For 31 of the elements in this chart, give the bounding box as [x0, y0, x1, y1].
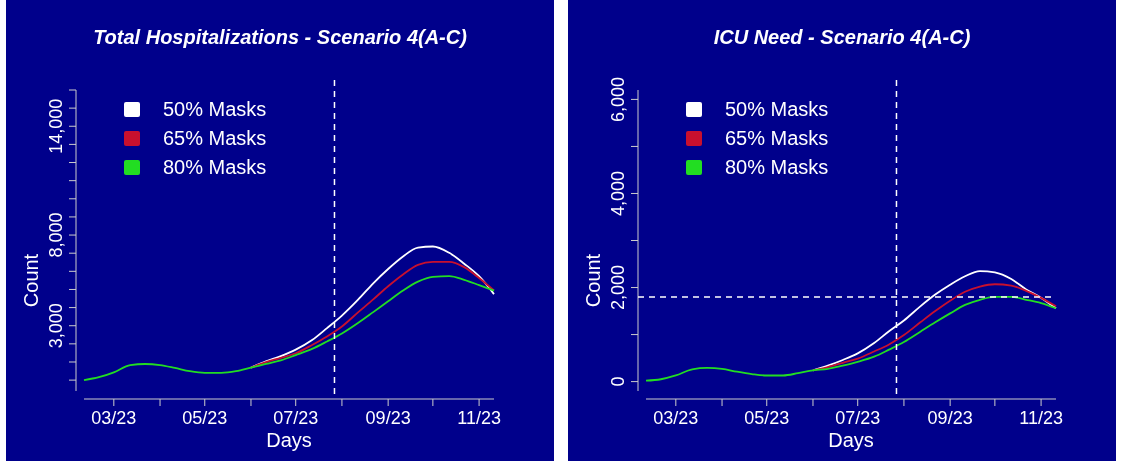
x-tick-label: 05/23: [182, 408, 228, 428]
legend-label: 80% Masks: [163, 156, 267, 178]
x-tick-label: 07/23: [273, 408, 319, 428]
y-tick-label: 0: [608, 376, 628, 387]
legend-label: 65% Masks: [163, 127, 267, 149]
x-tick-label: 05/23: [744, 408, 790, 428]
y-tick-label: 6,000: [608, 76, 628, 122]
x-tick-label: 07/23: [835, 408, 881, 428]
y-tick-label: 14,000: [46, 98, 66, 154]
legend-label: 50% Masks: [725, 98, 829, 120]
y-tick-label: 3,000: [46, 303, 66, 349]
x-tick-label: 11/23: [457, 408, 501, 428]
x-tick-label: 03/23: [91, 408, 137, 428]
x-axis-title: Days: [828, 429, 874, 451]
x-tick-label: 09/23: [365, 408, 411, 428]
x-tick-label: 09/23: [927, 408, 973, 428]
line-series: [83, 275, 495, 382]
y-tick-label: 4,000: [608, 170, 628, 216]
line-series: [645, 296, 1057, 382]
y-tick-label: 8,000: [46, 212, 66, 258]
legend-label: 50% Masks: [163, 98, 267, 120]
x-tick-label: 03/23: [653, 408, 699, 428]
chart-title: ICU Need - Scenario 4(A-C): [713, 26, 971, 48]
y-tick-label: 2,000: [608, 265, 628, 311]
x-tick-label: 11/23: [1019, 408, 1063, 428]
legend-label: 80% Masks: [725, 156, 829, 178]
legend-label: 65% Masks: [725, 127, 829, 149]
x-axis-title: Days: [266, 429, 312, 451]
chart-title: Total Hospitalizations - Scenario 4(A-C): [93, 26, 468, 48]
y-axis-title: Count: [20, 253, 42, 308]
y-axis-title: Count: [582, 253, 604, 308]
